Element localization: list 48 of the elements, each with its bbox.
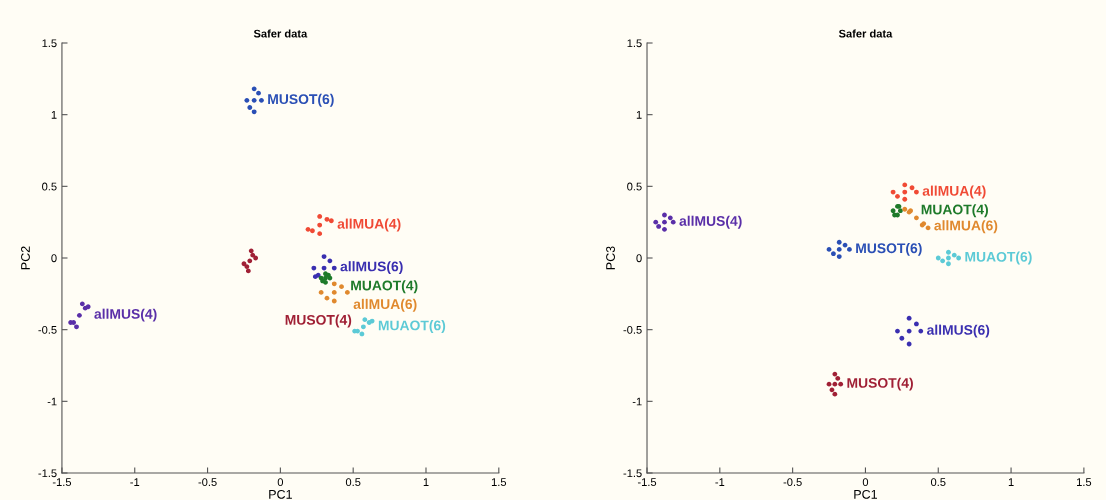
x-tick-label: 1.5 — [491, 478, 507, 487]
y-tick-label: 1.5 — [627, 39, 642, 48]
series-label: MUAOT(6) — [378, 320, 446, 334]
series-label: MUSOT(4) — [847, 377, 913, 391]
text: MUSOT(4) — [285, 314, 352, 328]
y-axis-title: PC3 — [606, 246, 615, 270]
x-tick-label: 0.5 — [345, 478, 361, 487]
series-label: allMUS(4) — [94, 308, 157, 322]
x-axis-title: PC1 — [854, 489, 877, 499]
y-tick-label: 1 — [51, 111, 57, 119]
series-label: MUSOT(6) — [268, 93, 334, 107]
y-tick-label: 0.5 — [627, 182, 642, 191]
series-label: MUAOT(4) — [351, 280, 418, 294]
series-label: allMUS(4) — [679, 215, 742, 229]
y-tick-label: 0 — [636, 254, 642, 263]
y-tick-label: -1 — [632, 397, 642, 406]
series-label: MUSOT(6) — [856, 242, 922, 256]
series-label: allMUS(6) — [340, 261, 403, 275]
y-tick-label: 0.5 — [42, 182, 57, 191]
chart-title: Safer data — [253, 29, 308, 38]
y-tick-label: 1.5 — [42, 39, 57, 48]
x-tick-label: -1 — [715, 478, 725, 486]
y-tick-label: -1.5 — [38, 469, 57, 478]
x-tick-label: 0 — [277, 478, 284, 487]
x-tick-label: -1 — [130, 478, 140, 486]
y-tick-label: -1.5 — [623, 469, 642, 478]
x-tick-label: 0.5 — [930, 478, 946, 487]
y-tick-label: -1 — [47, 397, 57, 406]
x-tick-label: 0 — [862, 478, 869, 487]
series-label: MUAOT(6) — [965, 251, 1032, 265]
x-tick-label: 1.5 — [1077, 478, 1092, 487]
y-tick-label: 0 — [51, 254, 57, 263]
x-tick-label: 1 — [423, 478, 429, 486]
x-axis-title: PC1 — [269, 489, 292, 499]
x-tick-label: -0.5 — [198, 478, 217, 487]
y-tick-label: 1 — [636, 111, 642, 119]
series-label: allMUA(4) — [922, 185, 986, 199]
y-axis-title: PC2 — [21, 246, 30, 270]
series-label: allMUS(6) — [927, 324, 990, 338]
series-label: allMUA(6) — [353, 298, 417, 312]
series-label: allMUA(6) — [934, 220, 998, 234]
x-tick-label: -0.5 — [783, 478, 802, 487]
y-tick-label: -0.5 — [623, 325, 642, 334]
x-tick-label: 1 — [1008, 478, 1014, 486]
series-label: allMUA(4) — [337, 218, 401, 232]
series-label: MUAOT(4) — [921, 204, 988, 218]
chart-title: Safer data — [838, 29, 893, 38]
y-tick-label: -0.5 — [38, 325, 57, 334]
